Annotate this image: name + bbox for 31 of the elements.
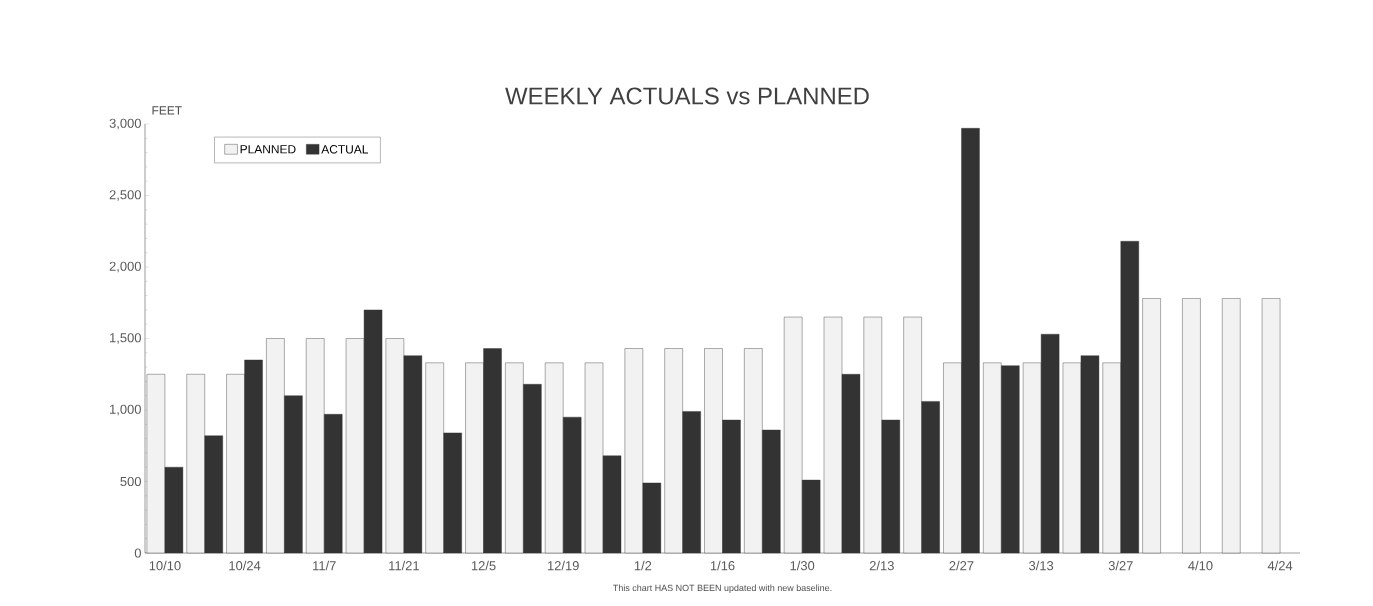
text: This chart HAS NOT BEEN updated with new baseline. [613,584,832,593]
y-tick-label: 2,500 [109,190,141,201]
x-tick-label: 3/27 [1108,560,1133,571]
chart-title: WEEKLY ACTUALS vs PLANNED [505,87,869,105]
legend-label: PLANNED [240,145,296,154]
y-tick-label: 500 [120,476,141,487]
x-tick-label: 1/2 [634,560,652,571]
y-tick-label: 3,000 [109,118,141,130]
x-tick-label: 10/24 [229,560,261,571]
x-tick-label: 1/30 [790,560,815,571]
x-tick-label: 2/13 [869,560,894,571]
x-tick-label: 11/7 [313,560,336,571]
y-tick-label: 1,000 [110,404,141,416]
bar [1142,298,1161,554]
bar [1222,298,1241,554]
x-tick-label: 4/24 [1267,560,1293,571]
x-tick-label: 12/19 [547,560,579,571]
x-tick-label: 1/16 [710,560,735,571]
bar [1261,298,1281,554]
x-tick-label: 10/10 [149,560,181,571]
y-axis-title: FEET [152,106,182,115]
x-tick-label: 3/13 [1029,560,1054,571]
x-tick-label: 11/21 [389,560,419,571]
x-tick-label: 12/5 [471,560,496,571]
bar [1182,298,1201,554]
x-tick-label: 4/10 [1188,560,1213,571]
y-tick-label: 2,000 [109,261,141,273]
legend-label: ACTUAL [321,145,369,154]
y-tick-label: 0 [134,548,141,558]
y-tick-label: 1,500 [110,333,141,344]
x-tick-label: 2/27 [949,560,974,571]
